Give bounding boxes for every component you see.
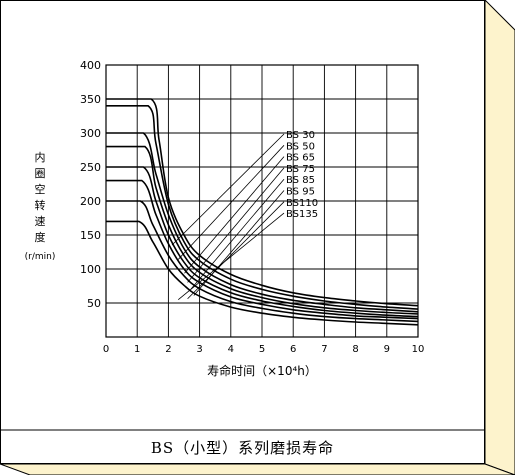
legend-label-bs75: BS 75 (286, 164, 315, 175)
legend-leaders (171, 133, 285, 300)
y-axis-label-char: 内 (35, 150, 46, 164)
x-tick-label: 6 (290, 344, 296, 355)
chart-caption: BS（小型）系列磨损寿命 (150, 438, 335, 457)
legend-leader-line (190, 178, 285, 290)
frame-face (0, 0, 485, 464)
x-tick-label: 7 (321, 344, 327, 355)
legend-leader-line (193, 190, 285, 296)
legend-label-bs85: BS 85 (286, 175, 315, 186)
series-line-bs30 (106, 98, 419, 307)
legend-leader-line (187, 167, 285, 283)
y-tick-label: 200 (80, 195, 101, 208)
frame-right-bevel (484, 0, 515, 475)
y-tick-label: 50 (87, 297, 101, 310)
y-axis-label-char: 速 (35, 215, 46, 228)
y-axis-label-char: (r/min) (25, 252, 56, 262)
y-tick-label: 300 (80, 127, 101, 140)
x-tick-label: 1 (134, 344, 140, 355)
legend-label-bs65: BS 65 (286, 153, 315, 164)
x-tick-label: 10 (412, 344, 425, 355)
legend-leader-line (171, 133, 285, 246)
legend-label-bs110: BS110 (286, 198, 318, 209)
y-axis-label-char: 圈 (35, 167, 46, 180)
y-tick-label: 150 (80, 229, 101, 242)
legend-leader-line (184, 156, 285, 274)
x-axis-label: 寿命时间（×10⁴h） (207, 363, 317, 378)
y-axis-label-char: 度 (35, 230, 46, 244)
x-tick-label: 8 (352, 344, 358, 355)
series-line-bs65 (106, 132, 419, 313)
x-tick-label: 9 (384, 344, 390, 355)
series-line-bs85 (106, 166, 419, 318)
y-axis-label-char: 空 (35, 182, 46, 196)
legend-leader-line (187, 201, 285, 300)
legend-label-bs50: BS 50 (286, 141, 315, 152)
curves (106, 98, 419, 326)
x-tick-label: 4 (228, 344, 234, 355)
series-line-bs75 (106, 145, 419, 315)
legend-leader-line (177, 145, 285, 260)
legend-label-bs95: BS 95 (286, 187, 315, 198)
series-line-bs135 (106, 220, 419, 326)
grid (105, 64, 419, 338)
y-tick-label: 350 (80, 93, 101, 106)
x-tick-label: 0 (103, 344, 109, 355)
legend-leader-line (177, 212, 285, 300)
frame-bottom-bevel (0, 463, 515, 475)
series-line-bs110 (106, 200, 419, 323)
x-tick-label: 5 (259, 344, 265, 355)
series-line-bs50 (106, 105, 419, 310)
x-tick-label: 3 (196, 344, 202, 355)
y-tick-labels: 50 100 150 200 250 300 350 400 (80, 59, 101, 310)
y-tick-label: 250 (80, 161, 101, 174)
y-tick-label: 100 (80, 263, 101, 276)
x-tick-label: 2 (165, 344, 171, 355)
y-tick-label: 400 (80, 59, 101, 72)
legend-label-bs135: BS135 (286, 209, 318, 220)
y-axis-label-char: 转 (35, 198, 46, 212)
legend-label-bs30: BS 30 (286, 130, 315, 141)
x-tick-labels: 0 1 2 3 4 5 6 7 8 9 10 (103, 344, 425, 355)
series-line-bs95 (106, 179, 419, 320)
